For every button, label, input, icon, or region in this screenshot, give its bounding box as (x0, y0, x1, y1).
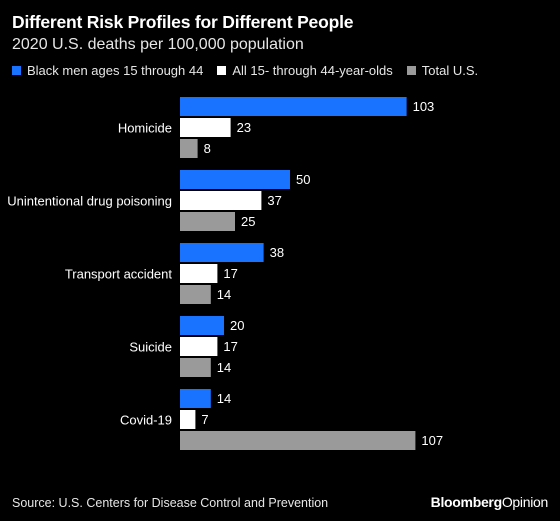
data-label-covid-19-series-0: 14 (217, 391, 231, 406)
category-label-homicide: Homicide (118, 121, 172, 136)
legend-swatch-total-us (406, 66, 416, 75)
legend-label-total-us: Total U.S. (421, 63, 479, 78)
chart-subtitle: 2020 U.S. deaths per 100,000 population (12, 36, 304, 53)
data-label-transport-accident-series-2: 14 (217, 287, 231, 302)
bar-covid-19-series-2 (180, 431, 416, 450)
bar-covid-19-series-0 (180, 389, 211, 408)
legend-swatch-black-men (12, 66, 21, 75)
data-label-suicide-series-0: 20 (230, 318, 244, 333)
data-label-suicide-series-2: 14 (217, 360, 231, 375)
bar-homicide-series-1 (180, 118, 231, 137)
legend-swatch-all-15-44 (217, 66, 227, 75)
bar-unintentional-drug-poisoning-series-1 (180, 191, 262, 210)
chart-title: Different Risk Profiles for Different Pe… (12, 12, 354, 32)
brand-opinion: Opinion (501, 494, 548, 510)
legend-item-all-15-44: All 15- through 44-year-olds (217, 63, 393, 78)
legend-label-black-men: Black men ages 15 through 44 (27, 63, 204, 78)
data-label-homicide-series-0: 103 (413, 99, 435, 114)
bar-homicide-series-0 (180, 97, 407, 116)
legend-item-total-us: Total U.S. (406, 63, 479, 78)
legend-item-black-men: Black men ages 15 through 44 (12, 63, 203, 78)
bar-covid-19-series-1 (180, 410, 196, 429)
bloomberg-opinion-logo: BloombergOpinion (430, 494, 549, 510)
data-label-covid-19-series-2: 107 (421, 433, 443, 448)
legend-label-all-15-44: All 15- through 44-year-olds (232, 63, 393, 78)
bar-unintentional-drug-poisoning-series-0 (180, 170, 290, 189)
data-label-unintentional-drug-poisoning-series-0: 50 (296, 172, 310, 187)
data-label-transport-accident-series-0: 38 (270, 245, 284, 260)
legend: Black men ages 15 through 44 All 15- thr… (12, 63, 492, 78)
bar-transport-accident-series-2 (180, 285, 211, 304)
category-label-suicide: Suicide (129, 340, 172, 355)
data-label-transport-accident-series-1: 17 (223, 266, 237, 281)
data-label-homicide-series-1: 23 (237, 120, 251, 135)
bar-transport-accident-series-0 (180, 243, 264, 262)
bar-unintentional-drug-poisoning-series-2 (180, 212, 235, 231)
bar-transport-accident-series-1 (180, 264, 218, 283)
category-label-transport-accident: Transport accident (65, 267, 173, 282)
brand-bloomberg: Bloomberg (430, 494, 503, 510)
bar-suicide-series-2 (180, 358, 211, 377)
data-label-covid-19-series-1: 7 (201, 412, 208, 427)
bar-suicide-series-0 (180, 316, 224, 335)
data-label-homicide-series-2: 8 (204, 141, 211, 156)
data-label-suicide-series-1: 17 (223, 339, 237, 354)
data-label-unintentional-drug-poisoning-series-2: 25 (241, 214, 255, 229)
category-label-unintentional-drug-poisoning: Unintentional drug poisoning (7, 194, 172, 209)
category-label-covid-19: Covid-19 (120, 413, 172, 428)
bar-suicide-series-1 (180, 337, 218, 356)
source-note: Source: U.S. Centers for Disease Control… (12, 496, 329, 510)
data-label-unintentional-drug-poisoning-series-1: 37 (267, 193, 281, 208)
bar-homicide-series-2 (180, 139, 198, 158)
